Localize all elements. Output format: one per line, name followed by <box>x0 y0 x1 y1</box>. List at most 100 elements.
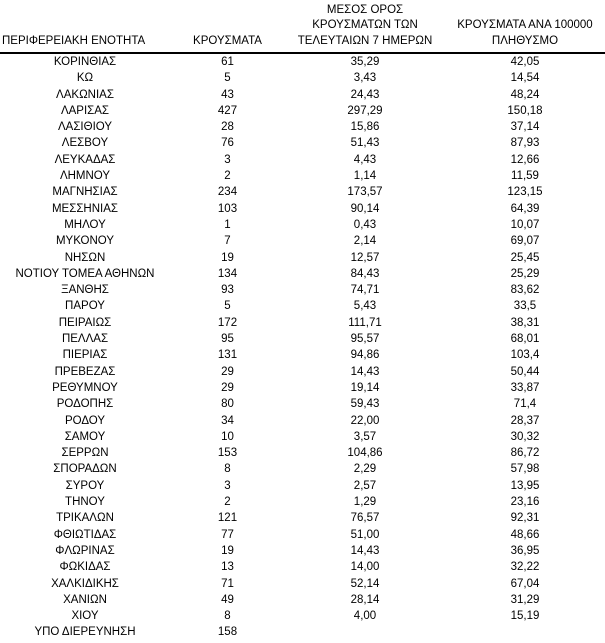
avg7-cell: 297,29 <box>347 104 383 117</box>
cases-cell: 61 <box>221 56 234 68</box>
region-cell: ΝΟΤΙΟΥ ΤΟΜΕΑ ΑΘΗΝΩΝ <box>15 267 155 280</box>
table-row: ΣΥΡΟΥ 3 2,57 13,95 <box>0 478 605 494</box>
region-cell: ΛΕΥΚΑΔΑΣ <box>54 153 116 166</box>
region-cell: ΠΕΙΡΑΙΩΣ <box>58 316 112 329</box>
col-header-per100k: ΚΡΟΥΣΜΑΤΑ ΑΝΑ 100000 ΠΛΗΘΥΣΜΟ <box>445 0 605 54</box>
table-row: ΛΕΥΚΑΔΑΣ 3 4,43 12,66 <box>0 152 605 168</box>
cases-cell: 34 <box>221 414 234 427</box>
per100k-cell: 48,66 <box>510 528 540 541</box>
region-cell: ΝΗΣΩΝ <box>64 251 106 264</box>
region-cell: ΡΟΔΟΥ <box>64 414 106 427</box>
region-cell: ΣΕΡΡΩΝ <box>61 447 109 460</box>
avg7-cell: 51,00 <box>350 528 380 541</box>
table-row: ΧΑΝΙΩΝ 49 28,14 31,29 <box>0 592 605 608</box>
per100k-cell: 83,62 <box>510 284 540 297</box>
avg7-cell: 104,86 <box>347 447 383 460</box>
avg7-cell: 28,14 <box>350 593 380 606</box>
table-row: ΚΟΡΙΝΘΙΑΣ 61 35,29 42,05 <box>0 53 605 70</box>
cases-cell: 76 <box>221 137 234 150</box>
avg7-cell: 35,29 <box>350 56 380 68</box>
per100k-cell: 86,72 <box>510 447 540 460</box>
table-row: ΡΟΔΟΠΗΣ 80 59,43 71,4 <box>0 396 605 412</box>
table-row: ΤΗΝΟΥ 2 1,29 23,16 <box>0 494 605 510</box>
table-header: ΠΕΡΙΦΕΡΕΙΑΚΗ ΕΝΟΤΗΤΑ ΚΡΟΥΣΜΑΤΑ ΜΕΣΟΣ ΟΡΟ… <box>0 0 605 54</box>
per100k-cell: 38,31 <box>510 316 540 329</box>
table-row: ΡΕΘΥΜΝΟΥ 29 19,14 33,87 <box>0 380 605 396</box>
cases-cell: 2 <box>224 496 231 509</box>
cases-cell: 3 <box>224 479 231 492</box>
table-row: ΣΠΟΡΑΔΩΝ 8 2,29 57,98 <box>0 461 605 477</box>
header-row: ΠΕΡΙΦΕΡΕΙΑΚΗ ΕΝΟΤΗΤΑ ΚΡΟΥΣΜΑΤΑ ΜΕΣΟΣ ΟΡΟ… <box>0 0 605 54</box>
table-row: ΜΑΓΝΗΣΙΑΣ 234 173,57 123,15 <box>0 184 605 200</box>
table-row: ΦΛΩΡΙΝΑΣ 19 14,43 36,95 <box>0 543 605 559</box>
cases-cell: 95 <box>221 333 234 346</box>
cases-cell: 5 <box>224 300 231 313</box>
region-cell: ΠΙΕΡΙΑΣ <box>62 349 108 362</box>
cases-cell: 131 <box>217 349 238 362</box>
table-row: ΠΑΡΟΥ 5 5,43 33,5 <box>0 298 605 314</box>
avg7-cell: 3,57 <box>353 430 377 443</box>
table-body: ΚΟΡΙΝΘΙΑΣ 61 35,29 42,05 ΚΩ 5 3,43 14,54 ΛΑΚΩΝΙΑ… <box>0 53 605 641</box>
region-cell: ΞΑΝΘΗΣ <box>61 284 109 297</box>
per100k-cell: 10,07 <box>510 218 540 231</box>
region-cell: ΜΗΛΟΥ <box>64 218 106 231</box>
cases-cell: 5 <box>224 72 231 85</box>
avg7-cell: 95,57 <box>350 333 380 346</box>
cases-cell: 28 <box>221 121 234 134</box>
region-cell: ΜΥΚΟΝΟΥ <box>55 235 115 248</box>
avg7-cell: 74,71 <box>350 284 380 297</box>
per100k-cell: 42,05 <box>510 56 540 68</box>
cases-cell: 43 <box>221 88 234 101</box>
table-row: ΞΑΝΘΗΣ 93 74,71 83,62 <box>0 282 605 298</box>
avg7-cell: 4,43 <box>353 153 377 166</box>
region-cell: ΥΠΟ ΔΙΕΡΕΥΝΗΣΗ <box>34 626 136 639</box>
table-row: ΠΡΕΒΕΖΑΣ 29 14,43 50,44 <box>0 364 605 380</box>
cases-cell: 13 <box>221 561 234 574</box>
per100k-cell: 64,39 <box>510 202 540 215</box>
table-row: ΦΩΚΙΔΑΣ 13 14,00 32,22 <box>0 559 605 575</box>
per100k-cell: 150,18 <box>507 104 543 117</box>
avg7-cell: 59,43 <box>350 398 380 411</box>
table-row: ΠΙΕΡΙΑΣ 131 94,86 103,4 <box>0 347 605 363</box>
per100k-cell: 50,44 <box>510 365 540 378</box>
avg7-cell: 5,43 <box>353 300 377 313</box>
avg7-cell: 14,43 <box>350 365 380 378</box>
avg7-cell: 111,71 <box>348 316 382 329</box>
per100k-cell <box>445 624 605 640</box>
cases-cell: 77 <box>221 528 234 541</box>
per100k-cell: 14,54 <box>510 72 540 85</box>
table-row: ΥΠΟ ΔΙΕΡΕΥΝΗΣΗ 158 <box>0 624 605 640</box>
per100k-cell: 32,22 <box>510 561 540 574</box>
region-cell: ΠΑΡΟΥ <box>65 300 105 313</box>
region-cell: ΛΑΣΙΘΙΟΥ <box>57 121 113 134</box>
cases-cell: 103 <box>217 202 238 215</box>
avg7-cell: 90,14 <box>350 202 380 215</box>
avg7-cell: 19,14 <box>350 381 380 394</box>
table-row: ΜΥΚΟΝΟΥ 7 2,14 69,07 <box>0 233 605 249</box>
avg7-cell: 52,14 <box>350 577 380 590</box>
avg7-cell: 173,57 <box>347 186 383 199</box>
table-row: ΧΑΛΚΙΔΙΚΗΣ 71 52,14 67,04 <box>0 576 605 592</box>
cases-cell: 93 <box>221 284 234 297</box>
col-header-avg7: ΜΕΣΟΣ ΟΡΟΣ ΚΡΟΥΣΜΑΤΩΝ ΤΩΝ ΤΕΛΕΥΤΑΙΩΝ 7 Η… <box>285 0 445 54</box>
table-row: ΛΕΣΒΟΥ 76 51,43 87,93 <box>0 135 605 151</box>
per100k-cell: 33,5 <box>513 300 537 313</box>
table-row: ΣΑΜΟΥ 10 3,57 30,32 <box>0 429 605 445</box>
table-row: ΠΕΛΛΑΣ 95 95,57 68,01 <box>0 331 605 347</box>
avg7-cell: 51,43 <box>350 137 380 150</box>
avg7-cell: 1,29 <box>353 496 377 509</box>
per100k-cell: 11,59 <box>511 170 539 183</box>
cases-cell: 121 <box>217 512 238 525</box>
avg7-cell <box>285 624 445 640</box>
region-cell: ΤΡΙΚΑΛΩΝ <box>56 512 114 525</box>
region-cell: ΤΗΝΟΥ <box>65 496 105 509</box>
region-cell: ΣΠΟΡΑΔΩΝ <box>53 463 117 476</box>
per100k-cell: 87,93 <box>510 137 540 150</box>
avg7-cell: 2,57 <box>353 479 377 492</box>
table-row: ΛΑΚΩΝΙΑΣ 43 24,43 48,24 <box>0 87 605 103</box>
cases-cell: 134 <box>217 267 238 280</box>
avg7-cell: 3,43 <box>353 72 377 85</box>
cases-cell: 19 <box>221 251 234 264</box>
avg7-cell: 2,29 <box>353 463 377 476</box>
avg7-cell: 84,43 <box>350 267 380 280</box>
